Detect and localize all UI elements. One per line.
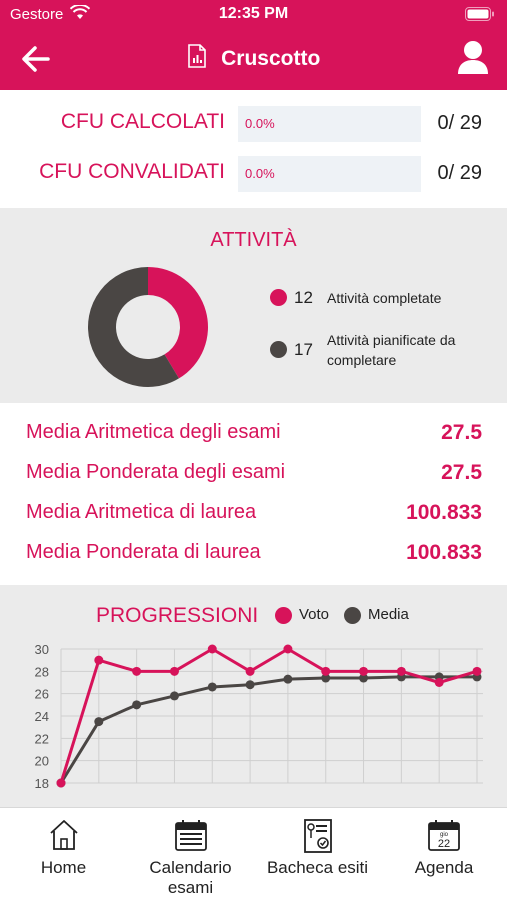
y-tick-label: 22 <box>35 731 49 746</box>
data-point-voto <box>94 655 104 665</box>
arrow-left-icon[interactable] <box>20 44 52 79</box>
data-point-voto <box>56 778 66 788</box>
legend-label: Media <box>368 606 409 623</box>
data-point-media <box>94 717 104 727</box>
data-point-voto <box>396 666 406 676</box>
tab-calendario-esami[interactable]: Calendario esami <box>127 808 254 900</box>
user-icon[interactable] <box>457 40 489 81</box>
attivita-title: ATTIVITÀ <box>210 229 297 251</box>
data-point-voto <box>169 666 179 676</box>
data-point-media <box>359 673 369 683</box>
data-point-media <box>283 674 293 684</box>
cfu-label: CFU CALCOLATI <box>60 110 225 133</box>
media-label: Media Aritmetica degli esami <box>26 421 281 443</box>
page-title: Cruscotto <box>221 46 321 70</box>
data-point-voto <box>321 666 331 676</box>
tab-label: Calendario esami <box>149 858 232 897</box>
document-chart-icon <box>187 44 207 73</box>
media-row: Media Aritmetica di laurea 100.833 <box>0 499 507 529</box>
media-row: Media Ponderata degli esami 27.5 <box>0 459 507 489</box>
battery-icon <box>465 7 495 26</box>
agenda-calendar-icon: gio 22 <box>427 818 461 857</box>
status-bar: Gestore 12:35 PM <box>0 0 507 28</box>
calendar-icon <box>174 818 208 857</box>
legend-count: 17 <box>294 340 313 359</box>
home-icon <box>48 818 80 857</box>
medie-section: Media Aritmetica degli esami 27.5 Media … <box>0 403 507 585</box>
header-title-group: Cruscotto <box>0 44 507 73</box>
data-point-media <box>245 680 255 690</box>
progressioni-title: PROGRESSIONI <box>96 604 259 627</box>
cfu-convalidati-row: CFU CONVALIDATI 0.0% 0/ 29 <box>0 156 507 192</box>
cfu-progress-bar: 0.0% <box>238 156 421 192</box>
cfu-label: CFU CONVALIDATI <box>39 160 225 183</box>
wifi-icon <box>69 3 91 25</box>
data-point-voto <box>434 678 444 687</box>
y-tick-label: 30 <box>35 642 49 657</box>
cfu-section: CFU CALCOLATI 0.0% 0/ 29 CFU CONVALIDATI… <box>0 90 507 208</box>
cfu-progress-bar: 0.0% <box>238 106 421 142</box>
series-line-voto <box>59 647 478 784</box>
agenda-icon-weekday: gio <box>440 832 449 838</box>
progressioni-section: PROGRESSIONI Voto Media 18 20 22 24 26 28 30 <box>0 585 507 807</box>
tab-label: Home <box>40 858 87 877</box>
tab-agenda[interactable]: gio 22 Agenda <box>381 808 507 900</box>
data-point-media <box>207 682 217 692</box>
agenda-icon-day: 22 <box>438 838 450 850</box>
legend-label: Voto <box>299 606 330 623</box>
data-point-voto <box>132 666 142 676</box>
cfu-percent: 0.0% <box>245 166 275 181</box>
progressioni-line-chart: 18 20 22 24 26 28 30 <box>35 642 483 791</box>
legend-dot <box>275 607 292 624</box>
donut-slice <box>148 267 209 379</box>
certificate-icon <box>302 818 334 859</box>
y-tick-label: 26 <box>35 687 49 702</box>
attivita-donut-chart <box>88 267 209 387</box>
attivita-section: ATTIVITÀ 12 Attività completate 17 Attiv… <box>0 208 507 403</box>
y-tick-label: 28 <box>35 664 49 679</box>
tab-bacheca-esiti[interactable]: Bacheca esiti <box>254 808 381 900</box>
cfu-calcolati-row: CFU CALCOLATI 0.0% 0/ 29 <box>0 106 507 142</box>
tab-home[interactable]: Home <box>0 808 127 900</box>
cfu-percent: 0.0% <box>245 116 275 131</box>
tab-label: Agenda <box>414 858 474 877</box>
cfu-count: 0/ 29 <box>437 112 482 134</box>
status-time: 12:35 PM <box>218 5 289 22</box>
media-label: Media Ponderata di laurea <box>26 541 261 563</box>
data-point-voto <box>283 644 293 654</box>
legend-dot <box>270 341 287 358</box>
media-row: Media Ponderata di laurea 100.833 <box>0 539 507 569</box>
media-label: Media Aritmetica di laurea <box>26 501 257 523</box>
legend-dot <box>344 607 361 624</box>
data-point-voto <box>472 666 482 676</box>
data-point-media <box>321 673 331 683</box>
media-value: 100.833 <box>406 541 482 564</box>
navigation-bar: Cruscotto <box>0 28 507 90</box>
legend-dot <box>270 289 287 306</box>
tab-label: Bacheca esiti <box>266 858 369 877</box>
media-label: Media Ponderata degli esami <box>26 461 286 483</box>
legend-label: Attività completate <box>327 290 442 306</box>
media-row: Media Aritmetica degli esami 27.5 <box>0 419 507 449</box>
data-point-voto <box>359 666 369 676</box>
data-point-media <box>132 700 142 710</box>
y-tick-label: 20 <box>35 754 49 769</box>
cfu-count: 0/ 29 <box>437 162 482 184</box>
tab-bar: Home Calendario esami <box>0 807 507 900</box>
series-line-media <box>59 675 477 784</box>
donut-slice <box>88 267 179 387</box>
legend-label: Attività pianificate da completare <box>327 332 456 368</box>
data-point-media <box>169 691 179 701</box>
data-point-voto <box>245 666 255 676</box>
data-point-voto <box>207 644 217 654</box>
legend-count: 12 <box>294 288 313 307</box>
media-value: 27.5 <box>441 461 482 484</box>
media-value: 100.833 <box>406 501 482 524</box>
y-tick-label: 18 <box>35 776 49 791</box>
carrier-label: Gestore <box>10 6 64 23</box>
media-value: 27.5 <box>441 421 482 444</box>
y-tick-label: 24 <box>35 709 49 724</box>
